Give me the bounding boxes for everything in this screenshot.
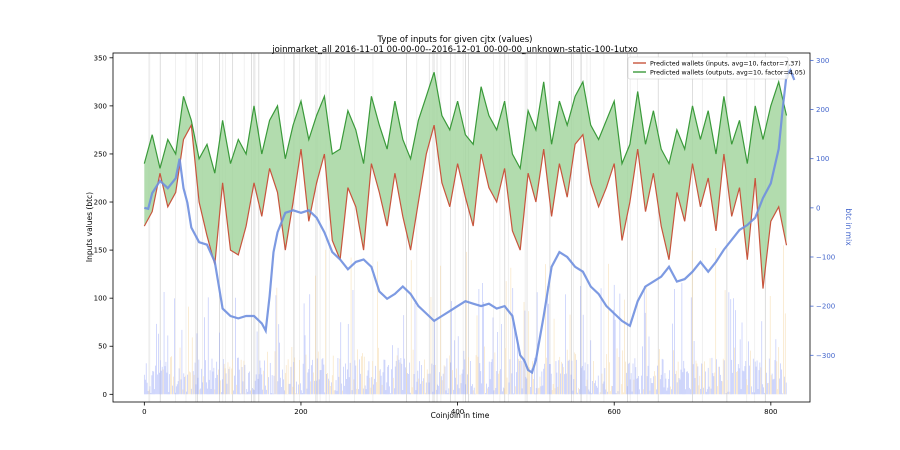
legend: Predicted wallets (inputs, avg=10, facto… — [627, 56, 805, 80]
y-tick-label: 50 — [98, 343, 107, 351]
x-axis: 0 200 400 600 800 — [142, 402, 778, 416]
y-tick-label: 100 — [94, 295, 107, 303]
chart-subtitle: joinmarket_all 2016-11-01 00-00-00--2016… — [271, 45, 638, 55]
y2-tick-label: 200 — [816, 106, 829, 114]
x-tick-label: 600 — [608, 408, 621, 416]
plot-area — [143, 53, 796, 402]
x-tick-label: 200 — [294, 408, 307, 416]
x-axis-label: Coinjoin in time — [431, 411, 490, 420]
legend-label-inputs: Predicted wallets (inputs, avg=10, facto… — [650, 61, 801, 68]
chart-title: Type of inputs for given cjtx (values) — [377, 35, 533, 45]
y-tick-label: 150 — [94, 247, 107, 255]
y2-tick-label: −200 — [816, 303, 835, 311]
x-tick-label: 800 — [764, 408, 777, 416]
x-tick-label: 400 — [451, 408, 464, 416]
y2-tick-label: 0 — [816, 204, 820, 212]
x-tick-label: 0 — [142, 408, 146, 416]
y-tick-label: 200 — [94, 199, 107, 207]
bar-series — [143, 245, 787, 395]
y-tick-label: 250 — [94, 150, 107, 158]
y-axis-label: Inputs values (btc) — [85, 192, 94, 262]
y2-tick-label: −100 — [816, 253, 835, 261]
y2-axis-label: btc in mix — [844, 208, 853, 246]
y-tick-label: 300 — [94, 102, 107, 110]
y-tick-label: 350 — [94, 54, 107, 62]
legend-label-outputs: Predicted wallets (outputs, avg=10, fact… — [650, 70, 805, 77]
y2-tick-label: −300 — [816, 352, 835, 360]
y2-tick-label: 300 — [816, 57, 829, 65]
legend-box — [627, 56, 789, 80]
axes-frame — [112, 52, 811, 403]
y-tick-label: 0 — [103, 391, 107, 399]
y2-tick-label: 100 — [816, 155, 829, 163]
y2-axis: −300 −200 −100 0 100 200 300 — [810, 57, 835, 360]
between-fill — [144, 72, 787, 289]
series-inputs-line — [143, 123, 788, 289]
series-mix-line — [144, 68, 796, 375]
series-outputs-line — [143, 72, 788, 174]
y-axis: 0 50 100 150 200 250 300 350 — [94, 54, 113, 399]
